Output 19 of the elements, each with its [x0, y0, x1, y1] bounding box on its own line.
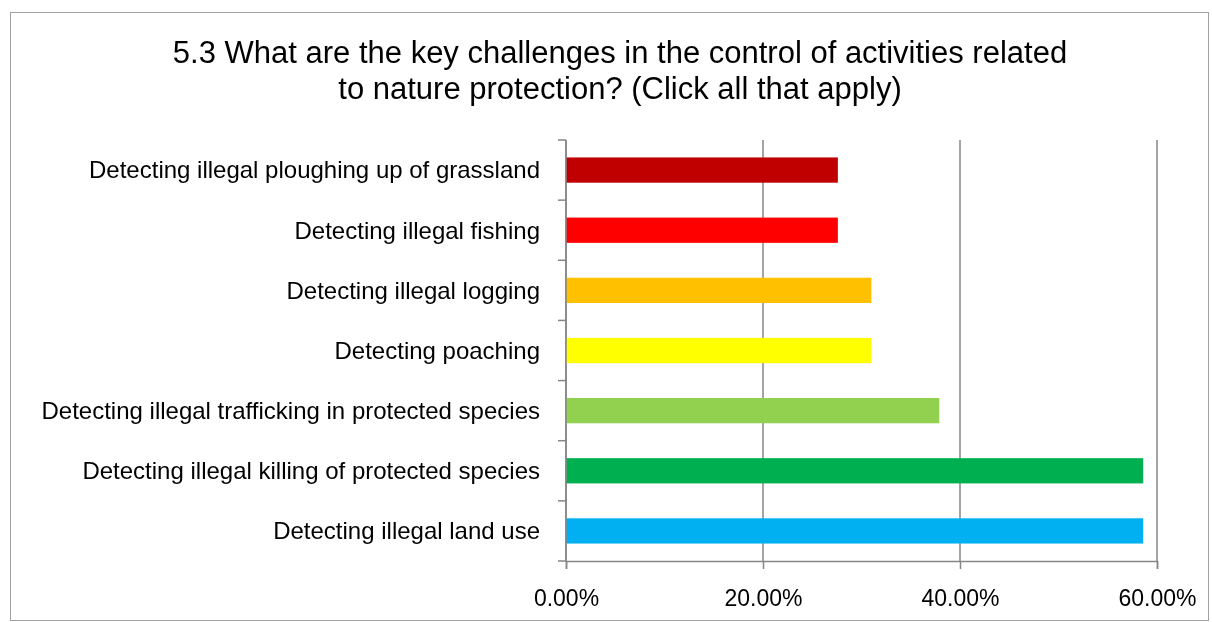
bar: [566, 458, 1144, 484]
bar: [566, 518, 1144, 544]
x-tick-label: 40.00%: [921, 585, 1000, 612]
bar: [566, 398, 940, 424]
y-tick-label: Detecting poaching: [334, 336, 540, 364]
chart-title: 5.3 What are the key challenges in the control of activities related to nature protection? (Click all that apply): [172, 35, 1068, 106]
x-tick-label: 20.00%: [724, 585, 803, 612]
y-tick-label: Detecting illegal killing of protected species: [82, 457, 540, 485]
y-tick-label: Detecting illegal logging: [286, 276, 540, 304]
bar: [566, 277, 872, 303]
bar: [566, 217, 838, 243]
y-tick-label: Detecting illegal land use: [273, 517, 540, 545]
y-tick-label: Detecting illegal trafficking in protected species: [41, 397, 540, 425]
x-tick-label: 60.00%: [1118, 585, 1197, 612]
y-tick-label: Detecting illegal ploughing up of grassland: [89, 156, 540, 184]
x-tick-label: 0.00%: [533, 585, 600, 612]
bar: [566, 337, 872, 364]
bar: [566, 157, 838, 183]
y-tick-label: Detecting illegal fishing: [294, 216, 540, 244]
